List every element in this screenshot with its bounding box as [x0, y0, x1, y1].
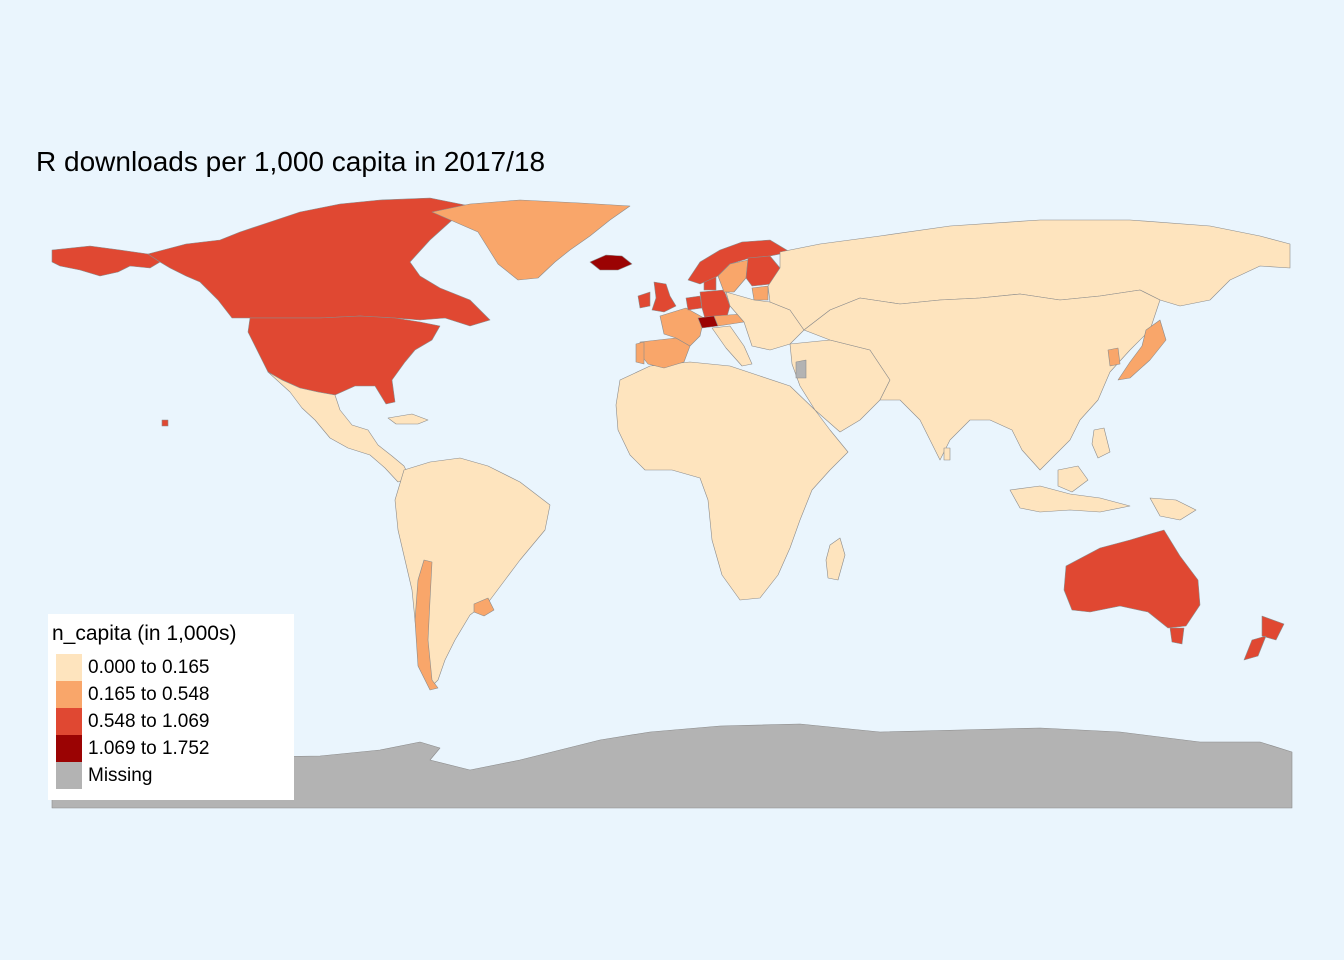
- region-portugal: [635, 341, 645, 365]
- region-uruguay: [473, 597, 495, 617]
- legend-label: Missing: [88, 764, 153, 786]
- legend-label: 0.000 to 0.165: [88, 656, 210, 678]
- region-papua-new-guinea: [1149, 497, 1197, 521]
- legend-item: 0.000 to 0.165: [52, 654, 294, 681]
- region-south-korea: [1107, 347, 1121, 367]
- legend-swatch: [56, 681, 82, 708]
- legend-swatch: [56, 762, 82, 789]
- region-japan: [1117, 319, 1167, 381]
- legend-item: Missing: [52, 762, 294, 789]
- region-netherlands: [685, 295, 703, 311]
- region-hawaii: [161, 419, 169, 427]
- legend-title: n_capita (in 1,000s): [52, 622, 237, 645]
- region-asia: [803, 289, 1161, 471]
- region-united-kingdom: [651, 281, 677, 313]
- region-mexico-central-america: [267, 371, 411, 483]
- region-israel: [795, 359, 807, 379]
- legend-swatch: [56, 654, 82, 681]
- region-madagascar: [825, 537, 846, 581]
- region-philippines: [1091, 427, 1111, 459]
- region-united-states: [247, 315, 441, 405]
- region-antarctica: [51, 723, 1293, 809]
- region-south-america: [394, 457, 551, 689]
- region-borneo: [1057, 465, 1089, 493]
- region-sri-lanka: [943, 447, 951, 461]
- region-iceland: [589, 254, 633, 271]
- legend-swatch: [56, 735, 82, 762]
- region-tasmania: [1169, 627, 1185, 645]
- region-indonesia: [1009, 485, 1131, 513]
- legend-label: 1.069 to 1.752: [88, 737, 210, 759]
- legend-item: 1.069 to 1.752: [52, 735, 294, 762]
- region-caribbean: [387, 413, 429, 425]
- region-australia: [1063, 529, 1201, 629]
- legend: n_capita (in 1,000s) 0.000 to 0.165 0.16…: [48, 614, 294, 800]
- legend-item: 0.548 to 1.069: [52, 708, 294, 735]
- region-canada: [147, 197, 491, 327]
- legend-label: 0.165 to 0.548: [88, 683, 210, 705]
- region-ireland: [637, 291, 651, 309]
- region-estonia: [751, 285, 769, 301]
- region-chile: [414, 559, 439, 691]
- region-new-zealand: [1243, 615, 1285, 661]
- region-alaska: [51, 245, 161, 277]
- legend-item: 0.165 to 0.548: [52, 681, 294, 708]
- map-title: R downloads per 1,000 capita in 2017/18: [36, 146, 546, 177]
- region-italy: [711, 325, 753, 367]
- legend-label: 0.548 to 1.069: [88, 710, 210, 732]
- region-africa: [615, 361, 849, 601]
- legend-swatch: [56, 708, 82, 735]
- region-greenland: [431, 199, 631, 281]
